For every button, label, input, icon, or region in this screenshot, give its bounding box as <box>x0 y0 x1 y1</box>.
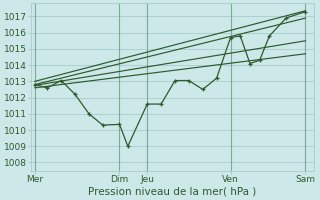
X-axis label: Pression niveau de la mer( hPa ): Pression niveau de la mer( hPa ) <box>88 187 256 197</box>
